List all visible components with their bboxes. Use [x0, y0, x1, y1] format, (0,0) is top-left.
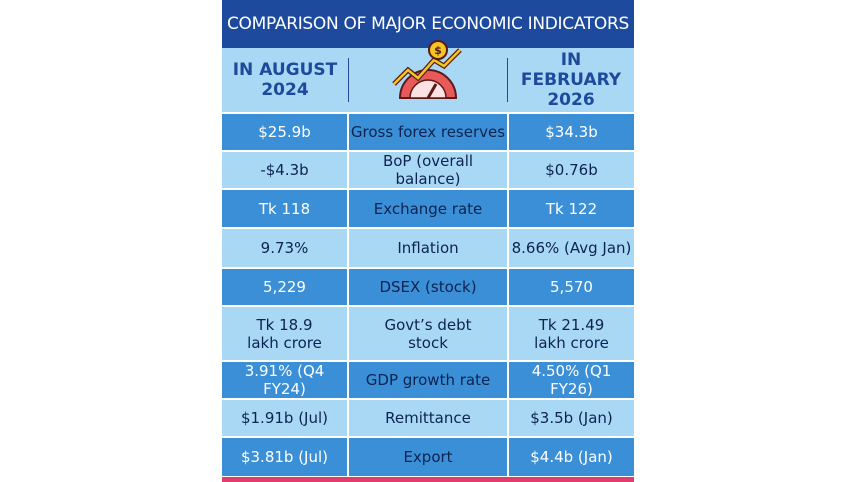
indicator-value: 5,570 [509, 269, 634, 305]
indicator-name: Exchange rate [349, 190, 507, 227]
indicator-value: 3.91% (Q4 FY24) [222, 362, 347, 398]
indicator-value: $3.81b (Jul) [222, 438, 347, 476]
table-row: Tk 118 Exchange rate Tk 122 [222, 190, 634, 227]
table-row: 5,229 DSEX (stock) 5,570 [222, 269, 634, 305]
table-row: -$4.3b BoP (overall balance) $0.76b [222, 152, 634, 188]
indicator-name: BoP (overall balance) [349, 152, 507, 188]
table-row: 3.91% (Q4 FY24) GDP growth rate 4.50% (Q1 … [222, 362, 634, 398]
indicator-value: $25.9b [222, 114, 347, 150]
indicator-value: $0.76b [509, 152, 634, 188]
indicator-value: $3.5b (Jan) [509, 400, 634, 436]
indicator-value: $1.91b (Jul) [222, 400, 347, 436]
indicator-value: Tk 122 [509, 190, 634, 227]
indicator-value: $34.3b [509, 114, 634, 150]
indicator-name: GDP growth rate [349, 362, 507, 398]
indicator-value: -$4.3b [222, 152, 347, 188]
indicator-name: DSEX (stock) [349, 269, 507, 305]
indicator-name: Inflation [349, 229, 507, 267]
icon: $ [348, 40, 508, 102]
column-header: IN AUGUST 2024 $ IN FEBRUARY 2026 [222, 40, 634, 112]
economy-icon: $ [392, 40, 462, 99]
indicator-value: 9.73% [222, 229, 347, 267]
title: COMPARISON OF MAJOR ECONOMIC INDICATORS [222, 0, 634, 48]
indicator-value: Tk 118 [222, 190, 347, 227]
table-row: 9.73% Inflation 8.66% (Avg Jan) [222, 229, 634, 267]
column-label: IN FEBRUARY 2026 [520, 50, 622, 110]
indicator-value: Tk 18.9 lakh crore [222, 307, 347, 360]
table-row: $1.91b (Jul) Remittance $3.5b (Jan) [222, 400, 634, 436]
table-row: $3.81b (Jul) Export $4.4b (Jan) [222, 438, 634, 476]
table-row: $25.9b Gross forex reserves $34.3b [222, 114, 634, 150]
indicator-value: 4.50% (Q1 FY26) [509, 362, 634, 398]
table-row: Tk 18.9 lakh crore Govt’s debt stock Tk 21… [222, 307, 634, 360]
infographic: COMPARISON OF MAJOR ECONOMIC INDICATORS … [222, 0, 634, 482]
indicator-name: Remittance [349, 400, 507, 436]
indicator-value: Tk 21.49 lakh crore [509, 307, 634, 360]
svg-text:$: $ [434, 44, 442, 57]
indicator-value: 8.66% (Avg Jan) [509, 229, 634, 267]
indicator-name: Gross forex reserves [349, 114, 507, 150]
indicator-name: Export [349, 438, 507, 476]
indicator-value: $4.4b (Jan) [509, 438, 634, 476]
column-label: IN AUGUST 2024 [232, 60, 338, 100]
table: $25.9b Gross forex reserves $34.3b -$4.3b Bo… [222, 114, 634, 476]
footer-bar [222, 477, 634, 482]
indicator-value: 5,229 [222, 269, 347, 305]
indicator-name: Govt’s debt stock [349, 307, 507, 360]
